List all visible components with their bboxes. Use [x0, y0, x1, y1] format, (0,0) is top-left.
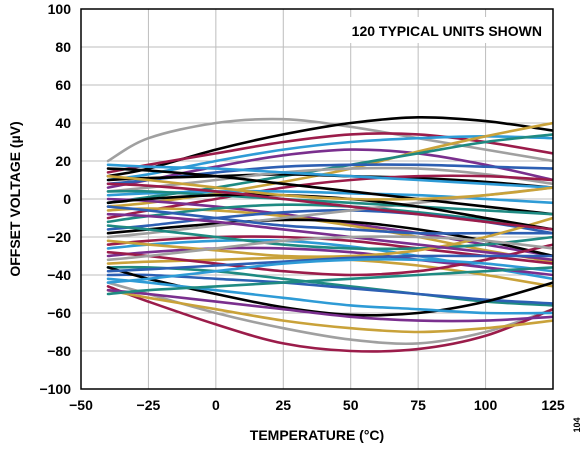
unit-series-43 [106, 258, 553, 284]
unit-series-28 [106, 288, 553, 334]
unit-series-24 [106, 273, 553, 305]
unit-series-30 [106, 277, 553, 315]
y-tick-label: 40 [55, 115, 71, 131]
unit-series-32 [106, 205, 553, 235]
unit-series-36 [106, 216, 553, 258]
unit-series-1 [106, 117, 553, 163]
unit-series-40 [106, 254, 553, 273]
unit-series-31 [106, 224, 553, 251]
unit-series-35 [106, 163, 553, 189]
unit-series-3 [106, 132, 553, 174]
unit-series-42 [106, 182, 553, 231]
y-tick-label: −20 [47, 229, 71, 245]
unit-series-26 [106, 281, 553, 346]
y-tick-label: 0 [63, 191, 71, 207]
unit-series-38 [106, 189, 553, 216]
x-axis-label: TEMPERATURE (°C) [250, 427, 384, 443]
unit-series-44 [106, 174, 553, 201]
y-tick-label: −100 [39, 381, 71, 397]
y-tick-label: 20 [55, 153, 71, 169]
x-tick-label: 50 [343, 397, 359, 413]
x-tick-label: 25 [275, 397, 291, 413]
series-layer [106, 115, 553, 353]
unit-series-45 [106, 266, 553, 296]
x-tick-label: 75 [410, 397, 426, 413]
unit-series-21 [106, 246, 553, 277]
y-tick-label: −40 [47, 267, 71, 283]
figure-id: 104 [572, 417, 582, 432]
y-axis-label: OFFSET VOLTAGE (µV) [7, 121, 23, 276]
y-tick-label: 60 [55, 77, 71, 93]
unit-series-33 [106, 167, 553, 216]
x-tick-label: 125 [541, 397, 565, 413]
unit-series-27 [106, 285, 553, 353]
unit-series-39 [106, 235, 553, 262]
y-tick-label: −60 [47, 305, 71, 321]
x-tick-label: −50 [69, 397, 93, 413]
x-tick-labels: −50 −25 0 25 50 75 100 125 [69, 397, 565, 413]
x-tick-label: 100 [474, 397, 498, 413]
plot-frame [80, 8, 554, 390]
x-tick-label: 0 [212, 397, 220, 413]
unit-series-29 [106, 288, 553, 323]
unit-series-15 [106, 203, 553, 231]
x-tick-label: −25 [137, 397, 161, 413]
y-tick-label: −80 [47, 343, 71, 359]
unit-series-34 [106, 243, 553, 277]
y-tick-labels: −100 −80 −60 −40 −20 0 20 40 60 80 100 [39, 1, 71, 397]
annotation: 120 TYPICAL UNITS SHOWN [352, 23, 542, 39]
y-tick-label: 80 [55, 39, 71, 55]
annotation-background [322, 17, 550, 43]
y-tick-label: 100 [48, 1, 72, 17]
unit-series-37 [106, 212, 553, 262]
